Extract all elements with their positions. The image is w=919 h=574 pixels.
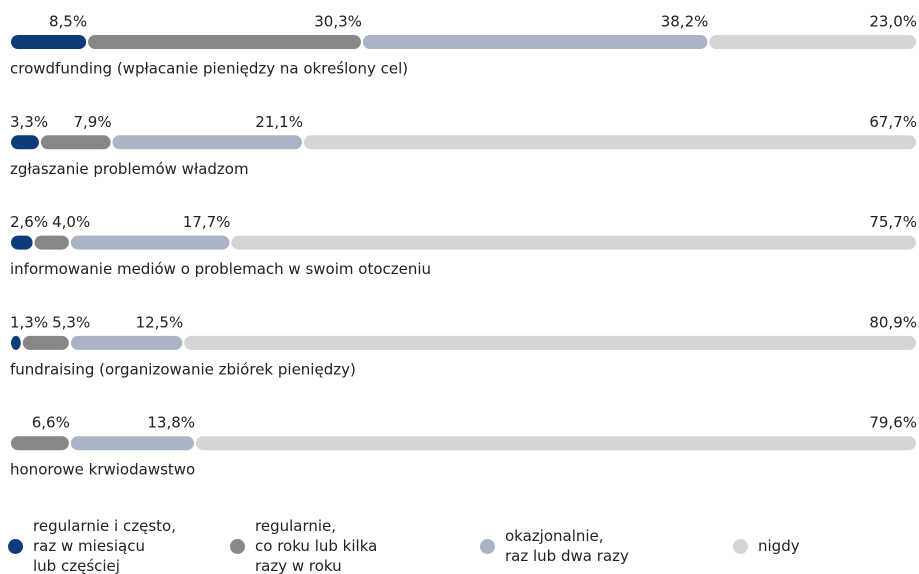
value-label: 67,7%: [869, 113, 917, 131]
bar-segment: [40, 135, 111, 150]
value-label: 80,9%: [869, 313, 917, 331]
legend-label: regularnie i często, raz w miesiącu lub …: [33, 517, 176, 574]
value-label: 7,9%: [73, 113, 111, 131]
value-label: 23,0%: [869, 13, 917, 31]
bar-segment: [231, 235, 916, 250]
legend-swatch: [230, 538, 245, 554]
bar-segment: [88, 35, 361, 49]
category-label: crowdfunding (wpłacanie pieniędzy na okr…: [10, 60, 408, 78]
legend-label: nigdy: [758, 537, 800, 555]
bar-segment: [11, 135, 39, 150]
value-label: 79,6%: [869, 414, 917, 432]
bar-segment: [34, 235, 69, 250]
plot: 8,5% 30,3% 38,2% 23,0% crowdfunding (wpłacan…: [10, 13, 917, 479]
value-label: 75,7%: [869, 213, 917, 231]
category-label: zgłaszanie problemów władzom: [10, 160, 249, 178]
value-label: 3,3%: [10, 113, 48, 131]
legend-item: okazjonalnie, raz lub dwa razy: [480, 508, 629, 574]
bar-segment: [11, 235, 33, 250]
legend-swatch: [8, 538, 23, 554]
legend-label: okazjonalnie, raz lub dwa razy: [505, 527, 629, 565]
bar-segment: [22, 335, 69, 350]
legend: regularnie i często, raz w miesiącu lub …: [0, 508, 919, 574]
legend-item: regularnie i często, raz w miesiącu lub …: [8, 508, 176, 574]
bar-segment: [709, 35, 916, 49]
bar-segment: [303, 135, 916, 150]
bar-segment: [362, 35, 708, 49]
value-label: 1,3%: [10, 313, 48, 331]
category-label: fundraising (organizowanie zbiórek pieni…: [10, 360, 356, 378]
legend-item: nigdy: [733, 508, 800, 574]
category-label: informowanie mediów o problemach w swoim…: [10, 260, 431, 278]
legend-item: regularnie, co roku lub kilka razy w rok…: [230, 508, 377, 574]
legend-label: regularnie, co roku lub kilka razy w rok…: [255, 517, 378, 574]
bar-segment: [184, 335, 916, 350]
bar-segment: [70, 335, 183, 350]
value-label: 6,6%: [32, 414, 70, 432]
value-label: 13,8%: [147, 414, 195, 432]
value-label: 30,3%: [314, 13, 362, 31]
bar-segment: [70, 235, 230, 250]
category-label: honorowe krwiodawstwo: [10, 461, 195, 479]
legend-swatch: [480, 538, 495, 554]
bar-segment: [11, 35, 87, 49]
bar-segment: [11, 335, 21, 350]
bar-segment: [70, 436, 195, 451]
value-label: 4,0%: [52, 213, 90, 231]
value-label: 5,3%: [52, 313, 90, 331]
bar-segment: [196, 436, 916, 451]
value-label: 21,1%: [255, 113, 303, 131]
legend-swatch: [733, 538, 748, 554]
bar-segment: [112, 135, 302, 150]
value-label: 2,6%: [10, 213, 48, 231]
value-label: 8,5%: [49, 13, 87, 31]
bar-segment: [11, 436, 69, 451]
value-label: 38,2%: [661, 13, 709, 31]
value-label: 12,5%: [136, 313, 184, 331]
value-label: 17,7%: [183, 213, 231, 231]
